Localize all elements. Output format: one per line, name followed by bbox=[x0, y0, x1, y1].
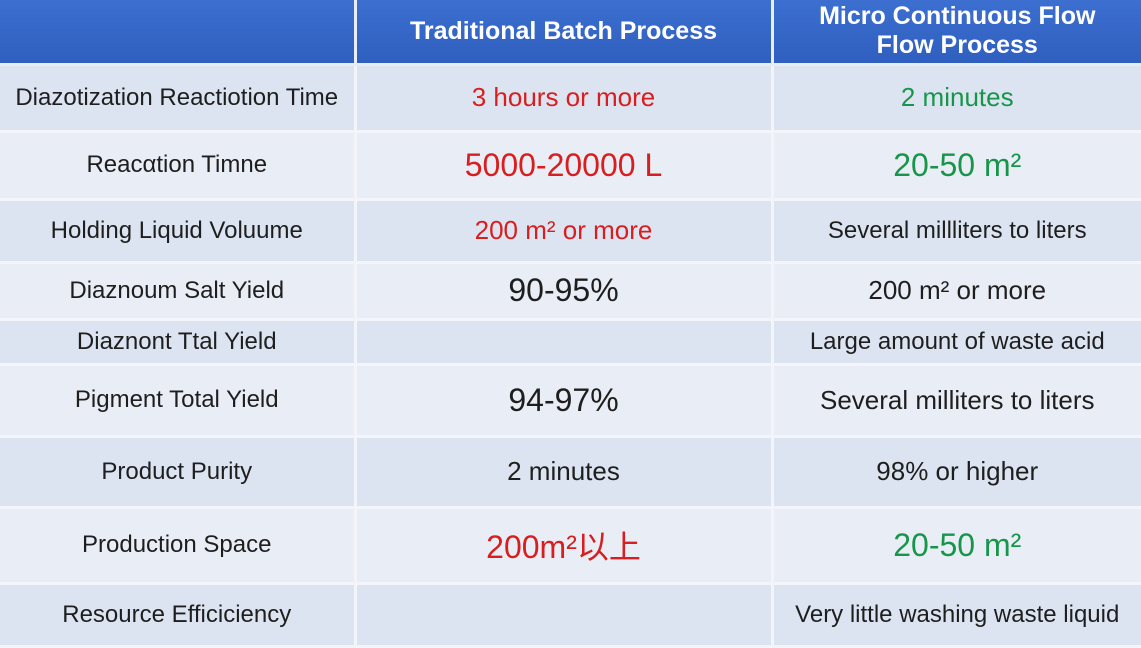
row-label: Production Space bbox=[0, 507, 357, 585]
batch-value: 90-95% bbox=[355, 262, 774, 321]
row-label: Pigment Total Yield bbox=[0, 364, 357, 438]
table-row: Diaznoum Salt Yield 90-95% 200 m² or mor… bbox=[0, 262, 1141, 321]
table-row: Pigment Total Yield 94-97% Several milli… bbox=[0, 364, 1141, 438]
row-label: Diaznont Ttal Yield bbox=[0, 319, 357, 366]
batch-value: 94-97% bbox=[355, 364, 774, 438]
header-empty bbox=[0, 0, 357, 66]
flow-value: 98% or higher bbox=[772, 436, 1141, 509]
flow-value: Very little washing waste liquid bbox=[772, 583, 1141, 648]
flow-value: 200 m² or more bbox=[772, 262, 1141, 321]
table-row: Holding Liquid Voluume 200 m² or more Se… bbox=[0, 199, 1141, 264]
flow-value: 20-50 m² bbox=[772, 131, 1141, 201]
table-row: Product Purity 2 minutes 98% or higher bbox=[0, 436, 1141, 509]
batch-value: 200m²以上 bbox=[355, 507, 774, 585]
flow-value: Large amount of waste acid bbox=[772, 319, 1141, 366]
header-batch-process: Traditional Batch Process bbox=[355, 0, 774, 66]
flow-value: Several millliters to liters bbox=[772, 199, 1141, 264]
table-row: Diaznont Ttal Yield Large amount of wast… bbox=[0, 319, 1141, 366]
header-flow-process: Micro Continuous Flow Flow Process bbox=[772, 0, 1141, 66]
batch-value: 200 m² or more bbox=[355, 199, 774, 264]
row-label: Reacαtion Timne bbox=[0, 131, 357, 201]
batch-value bbox=[355, 319, 774, 366]
row-label: Diaznoum Salt Yield bbox=[0, 262, 357, 321]
table-row: Production Space 200m²以上 20-50 m² bbox=[0, 507, 1141, 585]
header-flow-line1: Micro Continuous Flow bbox=[819, 2, 1096, 31]
row-label: Product Purity bbox=[0, 436, 357, 509]
flow-value: 20-50 m² bbox=[772, 507, 1141, 585]
table-row: Resource Efficiciency Very little washin… bbox=[0, 583, 1141, 648]
flow-value: Several milliters to liters bbox=[772, 364, 1141, 438]
row-label: Resource Efficiciency bbox=[0, 583, 357, 648]
batch-value: 3 hours or more bbox=[355, 64, 774, 133]
batch-value bbox=[355, 583, 774, 648]
batch-value: 2 minutes bbox=[355, 436, 774, 509]
table-row: Reacαtion Timne 5000-20000 L 20-50 m² bbox=[0, 131, 1141, 201]
row-label: Holding Liquid Voluume bbox=[0, 199, 357, 264]
header-flow-line2: Flow Process bbox=[876, 31, 1038, 60]
header-row: Traditional Batch Process Micro Continuo… bbox=[0, 0, 1141, 66]
flow-value: 2 minutes bbox=[772, 64, 1141, 133]
table-row: Diazotization Reactiotion Time 3 hours o… bbox=[0, 64, 1141, 133]
batch-value: 5000-20000 L bbox=[355, 131, 774, 201]
row-label: Diazotization Reactiotion Time bbox=[0, 64, 357, 133]
